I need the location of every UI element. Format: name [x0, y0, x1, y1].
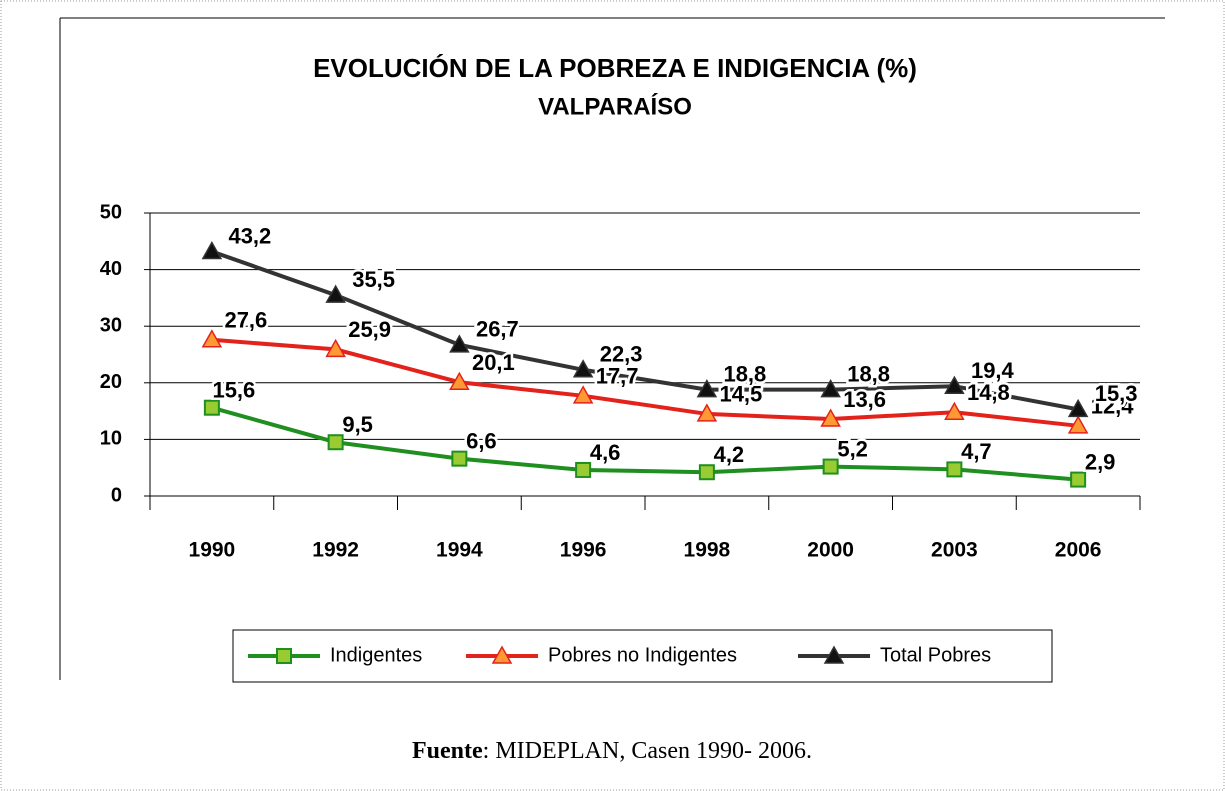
data-label: 4,6 — [590, 440, 621, 465]
data-label: 4,2 — [714, 442, 745, 467]
data-label: 26,7 — [476, 317, 519, 342]
y-tick-label: 40 — [100, 258, 122, 280]
point-marker — [698, 464, 715, 481]
data-label: 13,6 — [843, 387, 886, 412]
point-marker — [449, 371, 470, 390]
point-marker — [820, 379, 841, 398]
data-label: 5,2 — [837, 436, 868, 461]
y-tick-label: 10 — [100, 428, 122, 450]
point-marker — [1067, 398, 1089, 418]
x-tick-label: 2006 — [1055, 539, 1102, 562]
chart-subtitle: VALPARAÍSO — [538, 92, 692, 120]
data-label: 17,7 — [596, 364, 639, 389]
point-marker — [201, 240, 223, 260]
legend-marker — [276, 648, 292, 664]
series-line — [211, 405, 1079, 482]
legend-marker — [823, 645, 845, 664]
x-tick-label: 1996 — [560, 539, 607, 562]
point-marker — [572, 359, 594, 378]
x-tick-label: 1992 — [312, 539, 359, 562]
data-label: 35,5 — [352, 267, 395, 292]
x-tick-label: 1994 — [436, 539, 483, 562]
data-label: 25,9 — [348, 317, 391, 342]
point-marker — [325, 338, 346, 358]
data-label: 18,8 — [847, 361, 890, 386]
source: Fuente: MIDEPLAN, Casen 1990- 2006. — [412, 738, 812, 764]
point-marker — [822, 458, 839, 475]
legend-label: Total Pobres — [880, 644, 991, 666]
legend-marker — [491, 645, 513, 664]
y-tick-label: 50 — [100, 201, 122, 223]
point-marker — [1067, 415, 1089, 434]
source-label: Fuente — [412, 738, 483, 764]
point-marker — [946, 461, 963, 478]
data-label: 2,9 — [1085, 449, 1116, 474]
data-label: 14,5 — [719, 382, 762, 407]
point-marker — [449, 334, 470, 353]
data-label: 18,8 — [723, 361, 766, 386]
x-tick-label: 2000 — [807, 539, 854, 562]
y-tick-label: 0 — [111, 484, 122, 506]
point-marker — [820, 408, 841, 427]
point-marker — [451, 450, 468, 467]
data-label: 15,3 — [1095, 381, 1138, 406]
x-tick-label: 1990 — [189, 539, 236, 562]
y-tick-label: 30 — [100, 314, 122, 336]
chart-title: EVOLUCIÓN DE LA POBREZA E INDIGENCIA (%) — [313, 53, 917, 83]
data-label: 9,5 — [342, 412, 373, 437]
point-marker — [696, 379, 718, 398]
point-marker — [575, 461, 592, 478]
x-tick-label: 2003 — [931, 539, 978, 562]
data-label: 14,8 — [967, 380, 1010, 405]
point-marker — [572, 385, 594, 404]
data-label: 15,6 — [212, 378, 255, 403]
data-label: 19,4 — [971, 358, 1015, 383]
point-marker — [327, 434, 344, 451]
data-label: 20,1 — [472, 350, 515, 375]
point-marker — [944, 401, 965, 420]
series-line — [211, 249, 1079, 412]
legend — [232, 629, 1053, 683]
point-marker — [1070, 471, 1087, 488]
data-label: 27,6 — [224, 308, 267, 333]
point-marker — [944, 375, 965, 394]
legend-label: Pobres no Indigentes — [548, 644, 737, 666]
y-tick-label: 20 — [100, 371, 122, 393]
point-marker — [325, 284, 346, 303]
point-marker — [203, 399, 220, 416]
data-label: 22,3 — [600, 342, 643, 367]
legend-label: Indigentes — [330, 644, 422, 666]
point-marker — [696, 403, 718, 422]
source-text: : MIDEPLAN, Casen 1990- 2006. — [483, 738, 812, 764]
x-tick-label: 1998 — [684, 539, 731, 562]
data-label: 4,7 — [961, 439, 992, 464]
data-label: 43,2 — [228, 223, 271, 248]
point-marker — [201, 329, 223, 348]
data-label: 12,4 — [1091, 394, 1135, 419]
series-line — [211, 337, 1079, 428]
data-label: 6,6 — [466, 428, 497, 453]
